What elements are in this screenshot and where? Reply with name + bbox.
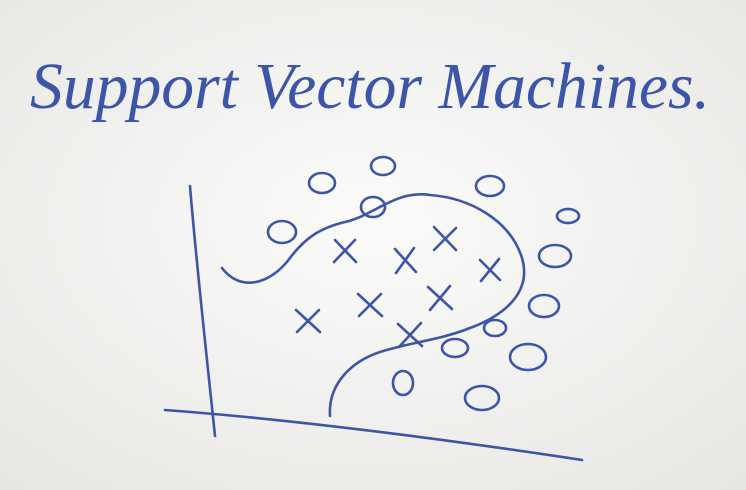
x-point	[426, 284, 454, 312]
x-point	[294, 308, 322, 334]
o-point	[307, 171, 337, 195]
x-axis	[163, 408, 584, 462]
x-point	[478, 257, 502, 283]
o-point	[359, 195, 387, 219]
o-point	[527, 293, 561, 319]
class-x-points	[294, 225, 502, 349]
class-o-points	[266, 155, 581, 412]
x-point	[432, 225, 458, 252]
title: Support Vector Machines.	[30, 50, 710, 123]
o-point	[537, 243, 573, 269]
o-point	[463, 384, 501, 412]
x-point	[356, 292, 384, 318]
x-point	[393, 246, 418, 275]
o-point	[369, 155, 397, 177]
x-point	[396, 321, 424, 349]
axes	[163, 184, 584, 462]
o-point	[508, 342, 548, 372]
y-axis	[188, 184, 217, 438]
o-point	[266, 219, 298, 245]
o-point	[482, 318, 508, 338]
o-point	[474, 174, 506, 198]
o-point	[391, 369, 415, 397]
x-point	[332, 238, 358, 264]
o-point	[555, 207, 581, 225]
o-point	[440, 337, 470, 359]
decision-boundary	[220, 193, 526, 418]
